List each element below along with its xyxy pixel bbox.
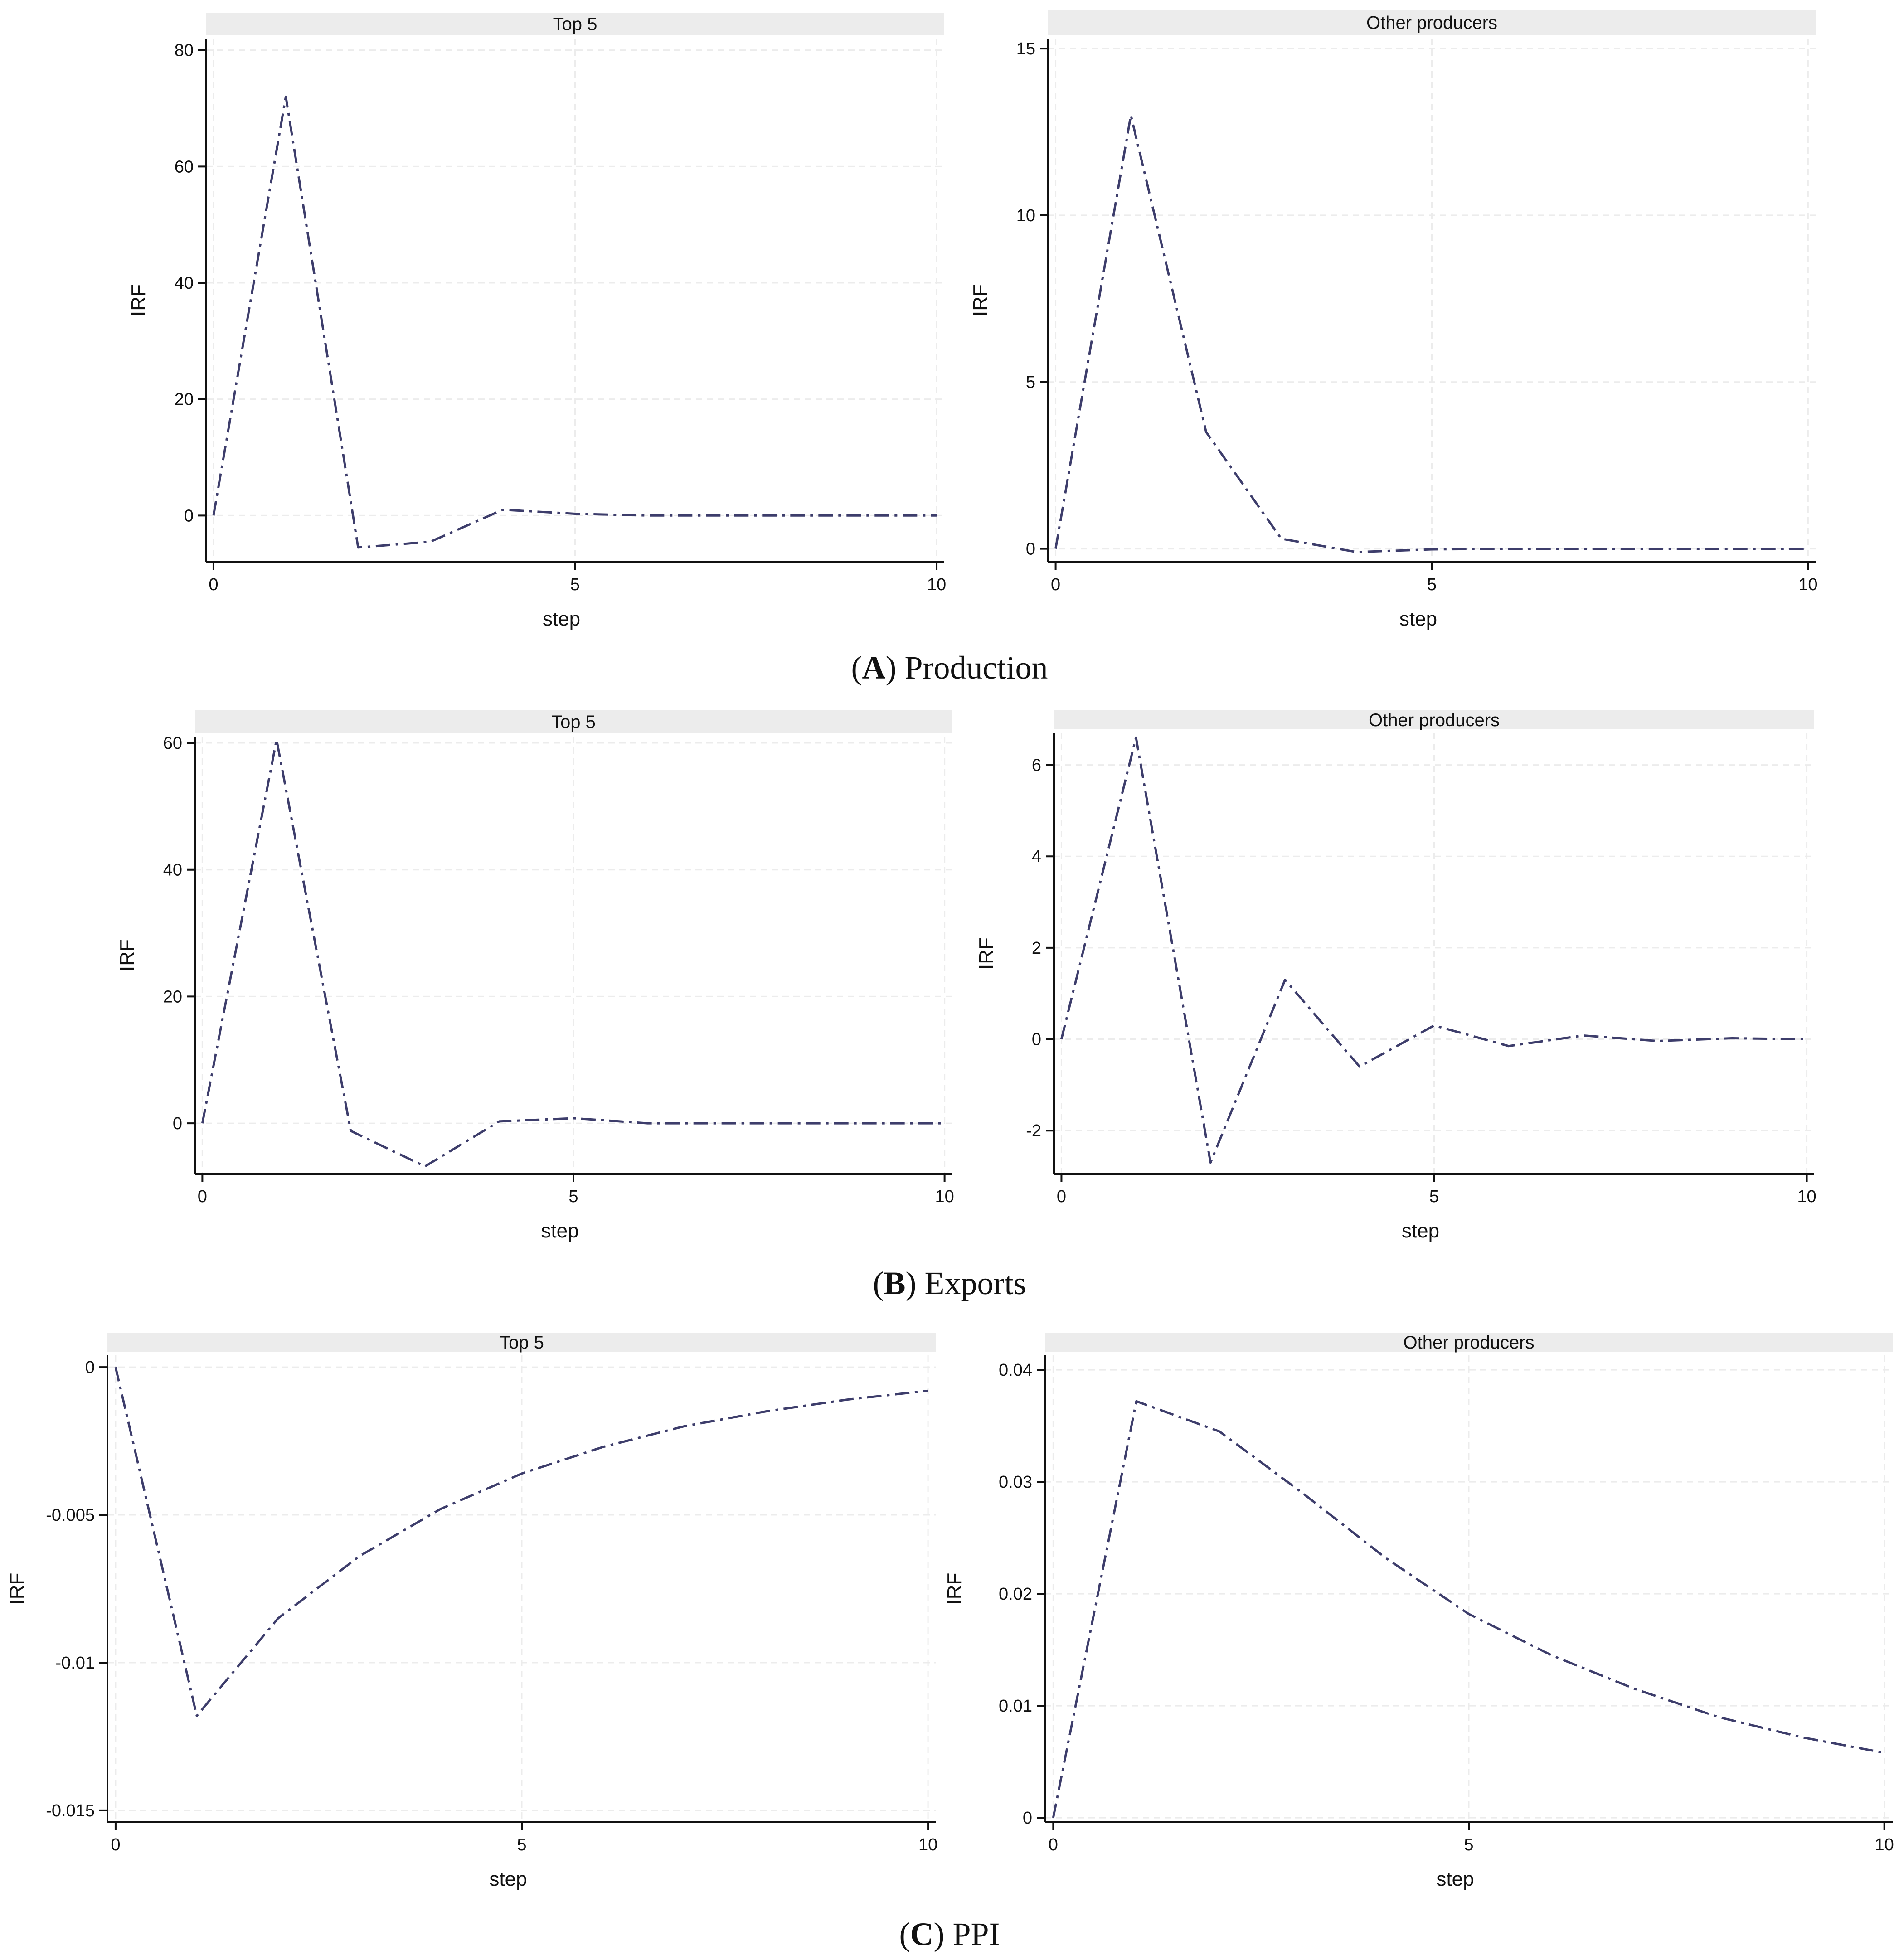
- y-tick-label-b-top5-0: 0: [173, 1114, 182, 1133]
- y-tick-label-b-other-0: -2: [1026, 1121, 1041, 1140]
- x-tick-label-a-top5-0: 0: [209, 575, 218, 594]
- caption-letter-a: A: [862, 650, 886, 686]
- x-tick-label-b-other-2: 10: [1797, 1187, 1816, 1206]
- y-tick-label-a-top5-2: 40: [175, 274, 194, 293]
- y-tick-label-c-top5-0: -0.015: [46, 1801, 95, 1820]
- y-tick-label-b-other-3: 4: [1032, 847, 1041, 866]
- y-axis-label-a-top5: IRF: [127, 284, 150, 316]
- x-axis-label-b-top5: step: [541, 1220, 578, 1242]
- irf-line-b-other: [1060, 736, 1807, 1164]
- x-tick-label-c-other-1: 5: [1464, 1835, 1473, 1854]
- y-tick-label-b-top5-1: 20: [163, 987, 182, 1006]
- y-tick-label-c-top5-2: -0.005: [46, 1506, 95, 1525]
- x-axis-label-c-top5: step: [489, 1868, 527, 1890]
- y-tick-label-c-other-1: 0.01: [999, 1697, 1032, 1716]
- x-axis-label-a-other: step: [1399, 608, 1437, 630]
- chart-a-top5: Top 5 0 20 40 60 80 0 5 10 step IRF: [127, 13, 946, 630]
- caption-label-exports: Exports: [924, 1265, 1026, 1301]
- x-tick-label-b-other-0: 0: [1057, 1187, 1066, 1206]
- x-tick-label-b-top5-1: 5: [568, 1187, 578, 1206]
- caption-label-ppi: PPI: [952, 1916, 1000, 1952]
- y-axis-label-a-other: IRF: [969, 284, 991, 316]
- y-tick-label-b-top5-3: 60: [163, 734, 182, 753]
- y-axis-label-c-top5: IRF: [6, 1573, 28, 1605]
- x-tick-label-c-other-0: 0: [1049, 1835, 1058, 1854]
- y-tick-label-b-other-1: 0: [1032, 1030, 1041, 1049]
- panel-title-c-other: Other producers: [1403, 1333, 1534, 1353]
- panel-header-b-other: [1054, 710, 1814, 729]
- panel-title-b-other: Other producers: [1369, 710, 1500, 730]
- y-axis-label-b-top5: IRF: [116, 939, 138, 971]
- panel-header-a-top5: [206, 13, 944, 35]
- y-axis-label-b-other: IRF: [975, 937, 997, 970]
- caption-letter-b: B: [884, 1265, 906, 1301]
- y-tick-label-c-other-2: 0.02: [999, 1585, 1032, 1604]
- x-tick-label-a-top5-1: 5: [570, 575, 580, 594]
- caption-exports: (B) Exports: [873, 1265, 1026, 1301]
- x-tick-label-a-other-0: 0: [1051, 575, 1060, 594]
- chart-c-other: Other producers 0 0.01 0.02 0.03 0.04 0 5 10 step…: [943, 1333, 1894, 1890]
- x-tick-label-a-other-2: 10: [1798, 575, 1817, 594]
- y-tick-label-c-other-0: 0: [1023, 1809, 1032, 1828]
- chart-b-top5: Top 5 0 20 40 60 0 5 10 step IRF: [116, 710, 954, 1242]
- x-tick-label-a-other-1: 5: [1427, 575, 1437, 594]
- x-tick-label-c-other-2: 10: [1875, 1835, 1894, 1854]
- panel-header-c-other: [1045, 1333, 1893, 1352]
- x-axis-label-c-other: step: [1436, 1868, 1474, 1890]
- y-tick-label-a-top5-1: 20: [175, 390, 194, 409]
- panel-header-a-other: [1048, 10, 1816, 35]
- y-tick-label-b-other-4: 6: [1032, 756, 1041, 775]
- x-axis-label-b-other: step: [1402, 1220, 1439, 1242]
- panel-title-a-other: Other producers: [1366, 13, 1497, 33]
- x-tick-label-c-top5-1: 5: [517, 1835, 526, 1854]
- x-tick-label-b-other-1: 5: [1429, 1187, 1439, 1206]
- y-tick-label-a-other-3: 15: [1016, 39, 1035, 58]
- x-axis-label-a-top5: step: [543, 608, 580, 630]
- caption-letter-c: C: [910, 1916, 934, 1952]
- y-tick-label-c-top5-1: -0.01: [55, 1654, 95, 1673]
- y-tick-label-b-other-2: 2: [1032, 939, 1041, 958]
- x-tick-label-b-top5-0: 0: [198, 1187, 207, 1206]
- panel-title-a-top5: Top 5: [553, 15, 597, 34]
- y-axis-label-c-other: IRF: [943, 1573, 966, 1605]
- y-tick-label-c-other-3: 0.03: [999, 1473, 1032, 1492]
- caption-production: (A) Production: [851, 650, 1048, 686]
- chart-c-top5: Top 5 -0.015 -0.01 -0.005 0 0 5 10 step IRF: [6, 1333, 937, 1890]
- y-tick-label-a-top5-0: 0: [184, 506, 194, 525]
- panel-header-c-top5: [107, 1333, 936, 1352]
- y-tick-label-a-other-0: 0: [1026, 540, 1035, 559]
- y-tick-label-a-top5-3: 60: [175, 157, 194, 176]
- x-tick-label-c-top5-2: 10: [918, 1835, 937, 1854]
- caption-ppi: (C) PPI: [899, 1916, 1000, 1952]
- y-tick-label-a-other-1: 5: [1026, 373, 1035, 392]
- panel-title-c-top5: Top 5: [500, 1333, 544, 1353]
- y-tick-label-a-top5-4: 80: [175, 41, 194, 60]
- y-tick-label-a-other-2: 10: [1016, 206, 1035, 225]
- y-tick-label-b-top5-2: 40: [163, 861, 182, 880]
- panel-title-b-top5: Top 5: [551, 712, 596, 732]
- chart-b-other: Other producers -2 0 2 4 6 0 5 10 step IRF: [975, 710, 1816, 1242]
- panel-header-b-top5: [195, 710, 952, 733]
- caption-label-production: Production: [904, 650, 1048, 686]
- chart-a-other: Other producers 0 5 10 15 0 5 10 step IRF: [969, 10, 1818, 630]
- x-tick-label-c-top5-0: 0: [111, 1835, 120, 1854]
- y-tick-label-c-other-4: 0.04: [999, 1361, 1032, 1380]
- x-tick-label-a-top5-2: 10: [927, 575, 946, 594]
- y-tick-label-c-top5-3: 0: [85, 1358, 95, 1377]
- x-tick-label-b-top5-2: 10: [935, 1187, 954, 1206]
